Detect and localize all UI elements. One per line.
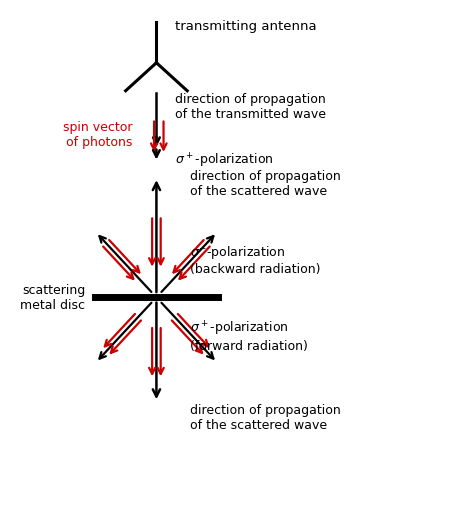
Text: $\sigma^+$-polarization: $\sigma^+$-polarization [175, 151, 274, 169]
Text: direction of propagation
of the scattered wave: direction of propagation of the scattere… [190, 169, 340, 197]
Text: transmitting antenna: transmitting antenna [175, 20, 317, 33]
Text: $\sigma^+$-polarization
(forward radiation): $\sigma^+$-polarization (forward radiati… [190, 319, 308, 353]
Text: scattering
metal disc: scattering metal disc [20, 284, 85, 312]
Text: direction of propagation
of the scattered wave: direction of propagation of the scattere… [190, 404, 340, 431]
Text: spin vector
of photons: spin vector of photons [63, 121, 133, 149]
Text: direction of propagation
of the transmitted wave: direction of propagation of the transmit… [175, 93, 327, 121]
Text: $\sigma^{-}$-polarization
(backward radiation): $\sigma^{-}$-polarization (backward radi… [190, 244, 320, 275]
